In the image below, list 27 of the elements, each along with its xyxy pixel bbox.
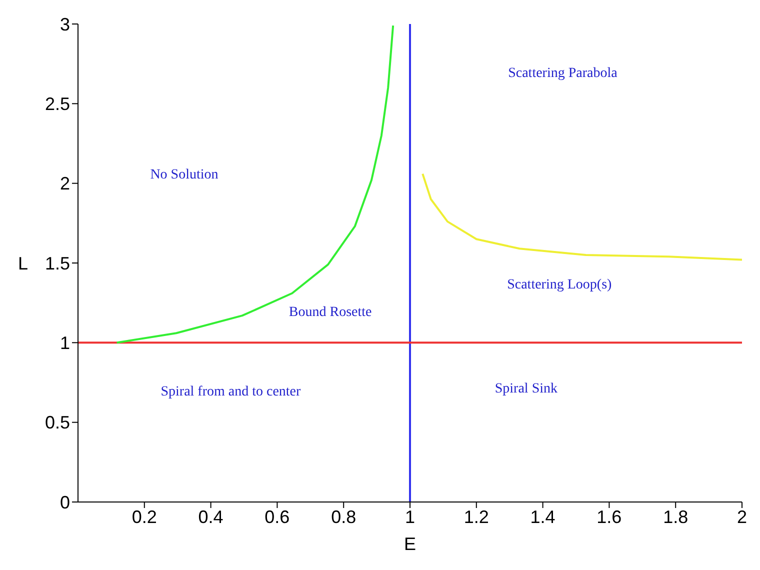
y-tick-label: 2: [60, 174, 70, 194]
x-tick-label: 1.8: [663, 506, 688, 527]
x-tick-label: 2: [736, 506, 748, 527]
x-tick-label: 0.8: [331, 506, 356, 527]
y-tick-label: 2.5: [44, 94, 70, 114]
annotation: Bound Rosette: [288, 304, 372, 320]
annotation: Scattering Parabola: [508, 66, 618, 81]
x-axis-title: E: [404, 534, 416, 554]
annotation: Spiral from and to center: [160, 384, 302, 400]
x-tick-label: 0.6: [264, 506, 290, 527]
x-tick-label: 0.4: [198, 506, 224, 527]
x-tick-label: 1.2: [464, 506, 489, 527]
annotation: Scattering Loop(s): [507, 278, 612, 293]
line-series: [116, 24, 394, 344]
line-series: [422, 172, 742, 261]
annotation: No Solution: [150, 168, 218, 183]
y-tick-label: 3: [60, 14, 70, 34]
y-tick-label: 1: [60, 333, 70, 354]
x-tick-label: 1.6: [596, 506, 622, 527]
annotation: Spiral Sink: [494, 381, 558, 396]
x-tick-label: 0.2: [132, 506, 157, 527]
x-tick-label: 1: [404, 506, 416, 527]
y-tick-label: 0.5: [44, 412, 70, 433]
y-tick-label: 1.5: [44, 253, 70, 274]
y-tick-label: 0: [60, 492, 70, 512]
x-tick-label: 1.4: [530, 506, 556, 527]
y-axis-title: L: [18, 253, 28, 274]
